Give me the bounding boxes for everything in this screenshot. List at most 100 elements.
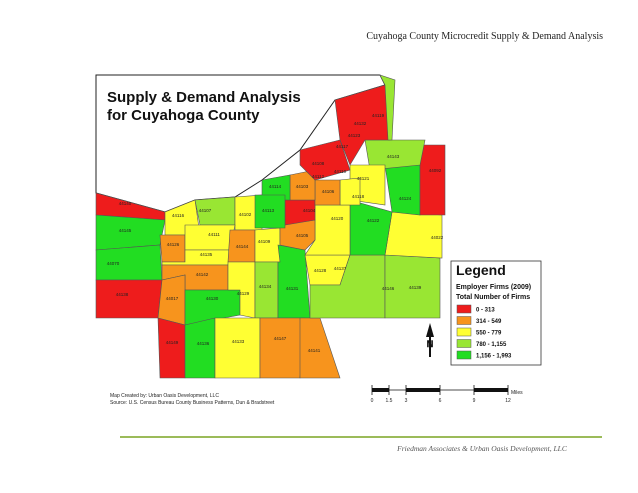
zip-label: 44116: [172, 213, 185, 218]
scale-segment: [372, 388, 389, 392]
zip-label: 44105: [296, 233, 309, 238]
zip-label: 44092: [429, 168, 442, 173]
zip-label: 44110: [334, 169, 347, 174]
zip-label: 44102: [239, 212, 252, 217]
scale-label: 6: [439, 398, 442, 404]
scale-label: 12: [505, 398, 511, 404]
zip-label: 44070: [107, 261, 120, 266]
zip-labels: 44140 44145 44070 44138 44116 44126 44107 44102…: [107, 113, 444, 353]
north-label: N: [427, 339, 434, 349]
legend-swatch: [456, 350, 472, 360]
legend-subtitle: Employer Firms (2009): [456, 284, 531, 291]
scale-segment: [474, 388, 508, 392]
zip-label: 44141: [308, 348, 321, 353]
credit: Map Created by: Urban Oasis Development,…: [110, 393, 219, 399]
legend-label: 550 - 779: [476, 331, 502, 337]
north-arrow: N: [426, 323, 434, 357]
region: [184, 224, 236, 251]
credit: Source: U.S. Census Bureau County Busine…: [110, 400, 275, 406]
zip-label: 44123: [348, 133, 361, 138]
legend-label: 780 - 1,155: [476, 342, 507, 348]
region: [379, 74, 396, 141]
region: [364, 139, 426, 171]
scale-label: 0: [371, 398, 374, 404]
zip-label: 44132: [354, 121, 367, 126]
zip-label: 44145: [119, 228, 132, 233]
legend-swatch: [456, 316, 472, 325]
zip-label: 44128: [314, 268, 327, 273]
zip-label: 44122: [367, 218, 380, 223]
region: [95, 279, 163, 319]
header-title: Cuyahoga County Microcredit Supply & Dem…: [366, 31, 603, 42]
zip-label: 44142: [196, 272, 209, 277]
zip-regions: [95, 74, 446, 379]
zip-label: 44131: [286, 286, 299, 291]
zip-label: 44111: [208, 232, 220, 237]
region: [159, 234, 186, 263]
zip-label: 44143: [387, 154, 400, 159]
legend-items: 0 - 313 314 - 549 550 - 779 780 - 1,155 1,15…: [456, 304, 512, 360]
zip-label: 44107: [199, 208, 212, 213]
zip-label: 44109: [258, 239, 271, 244]
region: [261, 174, 291, 201]
zip-label: 44112: [312, 174, 325, 179]
zip-label: 44113: [262, 208, 275, 213]
zip-label: 44144: [236, 244, 249, 249]
scale-label: 3: [405, 398, 408, 404]
zip-label: 44135: [200, 252, 213, 257]
region: [259, 317, 306, 379]
zip-label: 44146: [382, 286, 395, 291]
zip-label: 44017: [166, 296, 179, 301]
scale-label: 1.5: [386, 398, 393, 404]
scale-segment: [406, 388, 440, 392]
zip-label: 44121: [357, 176, 370, 181]
region: [184, 317, 216, 379]
region: [254, 227, 281, 263]
zip-label: 44136: [197, 341, 210, 346]
region: [157, 317, 186, 379]
zip-label: 44147: [274, 336, 287, 341]
region: [214, 317, 261, 379]
zip-label: 44114: [269, 184, 282, 189]
zip-label: 44133: [232, 339, 245, 344]
zip-label: 44108: [312, 161, 325, 166]
legend-label: 314 - 549: [476, 319, 502, 325]
zip-label: 44140: [119, 201, 132, 206]
region: [299, 139, 351, 181]
zip-label: 44104: [303, 208, 316, 213]
legend-subtitle: Total Number of Firms: [456, 294, 530, 301]
zip-label: 44139: [409, 285, 422, 290]
region: [349, 199, 393, 256]
zip-label: 44130: [206, 296, 219, 301]
legend-label: 0 - 313: [476, 308, 495, 314]
zip-label: 44117: [336, 144, 349, 149]
zip-label: 44137: [334, 266, 347, 271]
arrow-head: [426, 323, 434, 337]
zip-label: 44103: [296, 184, 309, 189]
zip-label: 44129: [237, 291, 250, 296]
region: [384, 164, 421, 216]
footer-text: Friedman Associates & Urban Oasis Develo…: [396, 444, 568, 453]
region: [419, 144, 446, 216]
legend-title: Legend: [456, 262, 506, 278]
legend-label: 1,156 - 1,993: [476, 354, 512, 360]
map-title: Supply & Demand Analysis: [107, 89, 301, 106]
zip-label: 44118: [352, 194, 365, 199]
zip-label: 44022: [431, 235, 444, 240]
zip-label: 44126: [167, 242, 180, 247]
scale-unit: Miles: [511, 390, 523, 396]
zip-label: 44149: [166, 340, 179, 345]
zip-label: 44120: [331, 216, 344, 221]
zip-label: 44134: [259, 284, 272, 289]
arrow-shaft: [429, 337, 431, 357]
map-title: for Cuyahoga County: [107, 107, 260, 124]
region: [339, 177, 361, 206]
zip-label: 44106: [322, 189, 335, 194]
region: [254, 194, 286, 229]
legend-swatch: [456, 339, 472, 348]
zip-label: 44138: [116, 292, 129, 297]
legend-swatch: [456, 327, 472, 337]
